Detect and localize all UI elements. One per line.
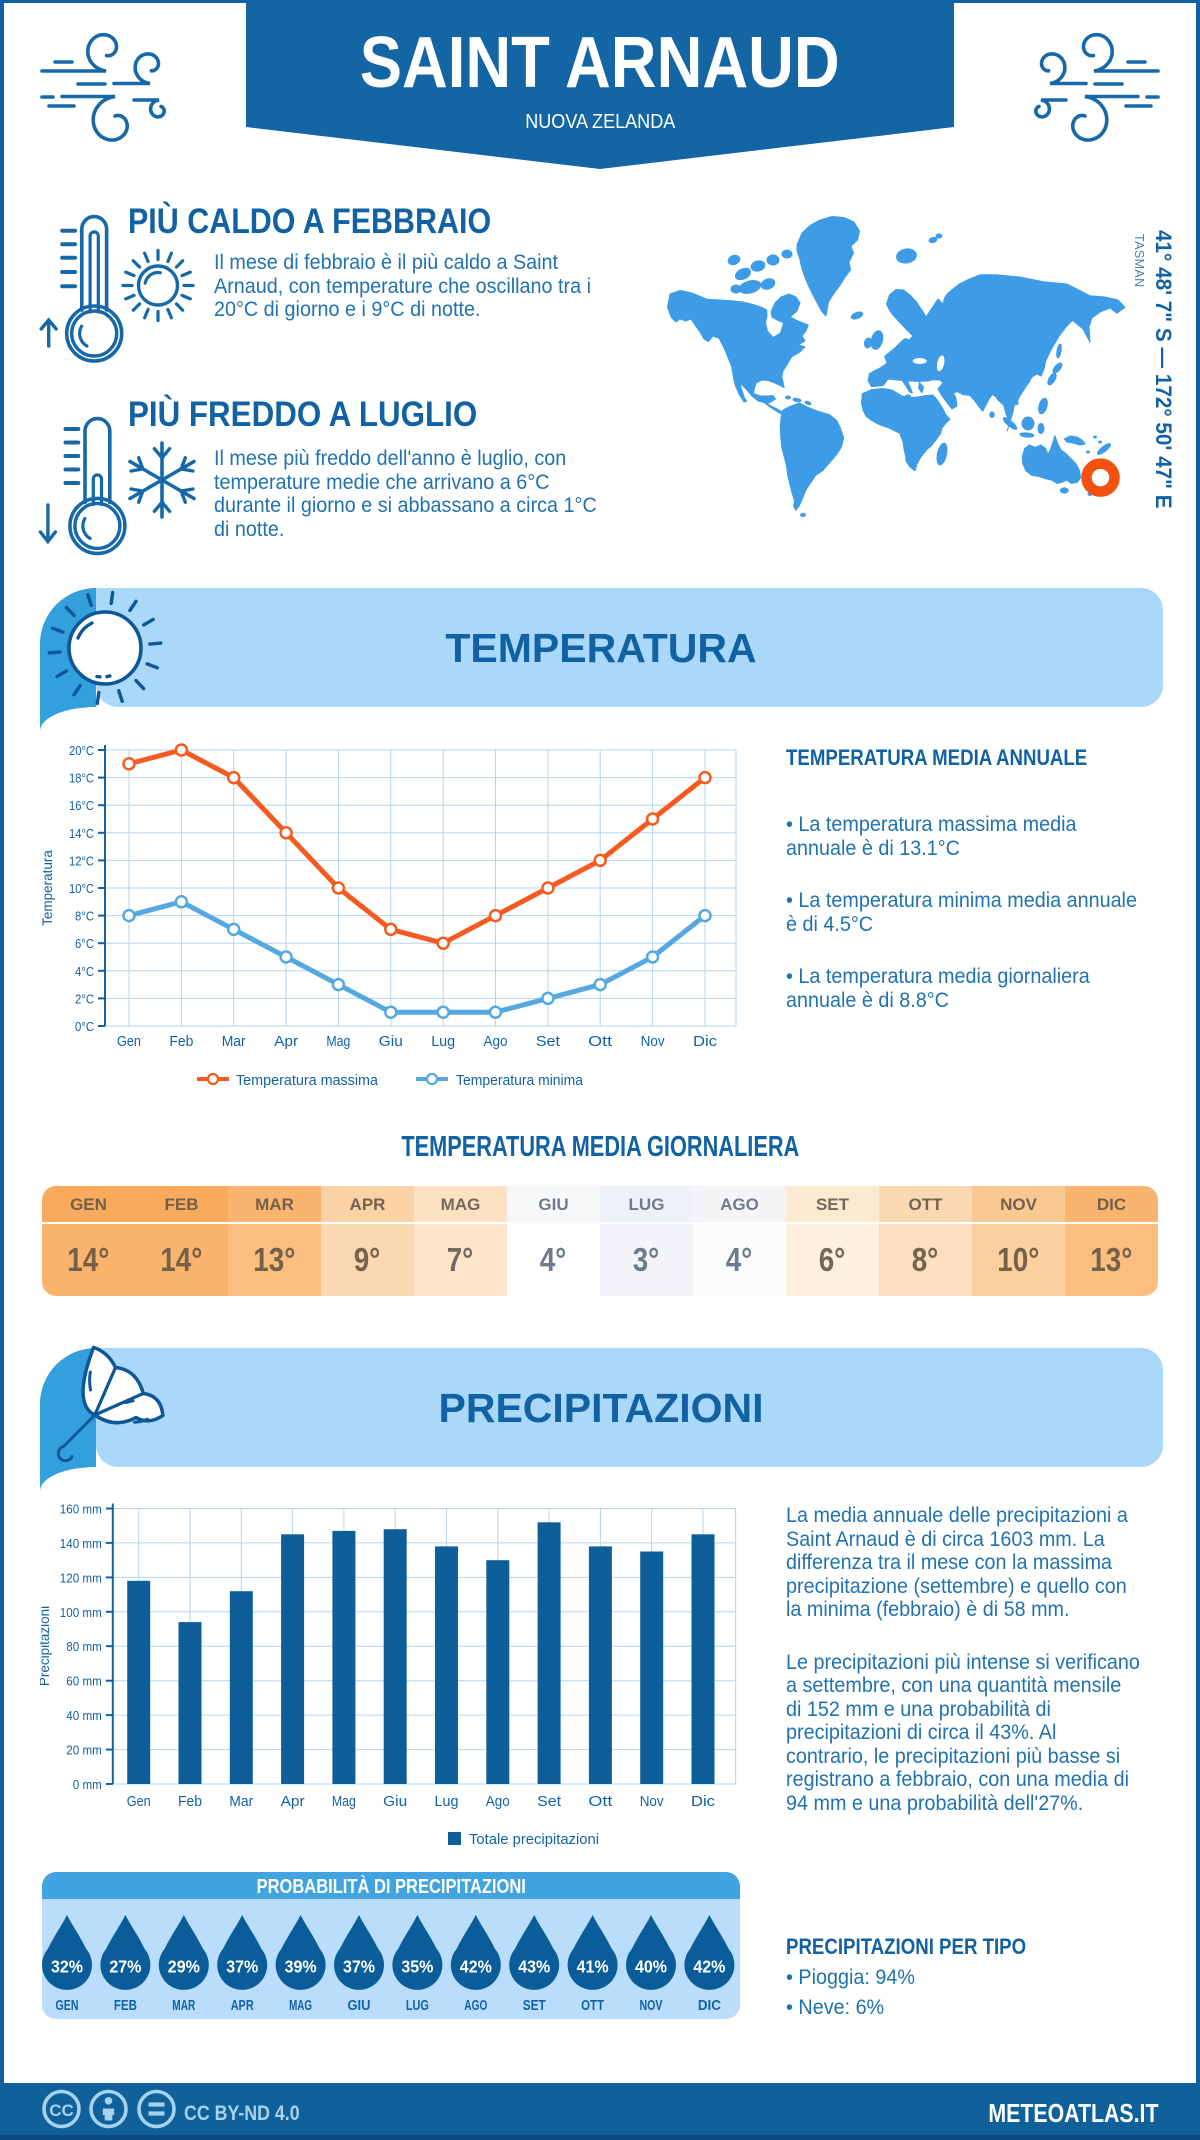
svg-text:4°C: 4°C	[75, 964, 94, 979]
svg-text:35%: 35%	[401, 1957, 433, 1977]
svg-text:Gen: Gen	[117, 1033, 141, 1050]
svg-text:Feb: Feb	[178, 1793, 202, 1810]
svg-text:100 mm: 100 mm	[60, 1605, 102, 1620]
svg-text:2°C: 2°C	[75, 991, 94, 1006]
svg-text:Set: Set	[537, 1793, 562, 1810]
svg-text:Ago: Ago	[484, 1033, 508, 1050]
svg-text:GEN: GEN	[56, 1998, 79, 2014]
svg-text:37%: 37%	[226, 1957, 258, 1977]
svg-text:Nov: Nov	[641, 1033, 665, 1050]
svg-text:Nov: Nov	[640, 1793, 664, 1810]
svg-text:DIC: DIC	[698, 1998, 721, 2014]
svg-text:Ott: Ott	[588, 1033, 613, 1050]
svg-text:43%: 43%	[518, 1957, 550, 1977]
svg-text:Apr: Apr	[281, 1793, 305, 1810]
svg-text:Giu: Giu	[379, 1033, 403, 1050]
svg-text:18°C: 18°C	[69, 771, 94, 786]
svg-text:NOV: NOV	[640, 1998, 663, 2014]
svg-text:0 mm: 0 mm	[73, 1777, 102, 1792]
svg-text:27%: 27%	[109, 1957, 141, 1977]
svg-text:CC: CC	[49, 2101, 74, 2120]
svg-text:140 mm: 140 mm	[60, 1536, 102, 1551]
svg-text:LUG: LUG	[406, 1998, 429, 2014]
svg-text:60 mm: 60 mm	[66, 1674, 102, 1689]
svg-text:Precipitazioni: Precipitazioni	[40, 1606, 52, 1686]
svg-text:29%: 29%	[168, 1957, 200, 1977]
svg-text:80 mm: 80 mm	[66, 1639, 102, 1654]
svg-text:0°C: 0°C	[75, 1019, 94, 1034]
svg-text:Giu: Giu	[383, 1793, 407, 1810]
svg-text:6°C: 6°C	[75, 936, 94, 951]
svg-text:Dic: Dic	[693, 1033, 718, 1050]
svg-text:Temperatura: Temperatura	[40, 850, 55, 926]
svg-text:Mag: Mag	[332, 1793, 356, 1810]
svg-text:42%: 42%	[693, 1957, 725, 1977]
svg-text:120 mm: 120 mm	[60, 1570, 102, 1585]
svg-text:39%: 39%	[285, 1957, 317, 1977]
svg-text:SET: SET	[523, 1998, 546, 2014]
svg-text:AGO: AGO	[464, 1998, 487, 2014]
svg-text:Apr: Apr	[274, 1033, 298, 1050]
svg-text:Temperatura minima: Temperatura minima	[456, 1072, 584, 1089]
svg-text:MAR: MAR	[172, 1998, 195, 2014]
svg-text:Totale precipitazioni: Totale precipitazioni	[469, 1831, 599, 1848]
svg-text:37%: 37%	[343, 1957, 375, 1977]
svg-text:GIU: GIU	[348, 1998, 371, 2014]
svg-text:32%: 32%	[51, 1957, 83, 1977]
svg-text:42%: 42%	[460, 1957, 492, 1977]
svg-text:Temperatura massima: Temperatura massima	[236, 1072, 379, 1089]
svg-text:Mar: Mar	[229, 1793, 253, 1810]
svg-text:40 mm: 40 mm	[66, 1708, 102, 1723]
svg-text:8°C: 8°C	[75, 909, 94, 924]
svg-text:Mag: Mag	[326, 1033, 350, 1050]
svg-text:160 mm: 160 mm	[60, 1502, 102, 1517]
svg-text:20°C: 20°C	[69, 743, 94, 758]
svg-text:12°C: 12°C	[69, 853, 94, 868]
svg-text:APR: APR	[231, 1998, 254, 2014]
svg-text:Ago: Ago	[486, 1793, 510, 1810]
svg-text:Gen: Gen	[127, 1793, 151, 1810]
svg-text:Lug: Lug	[435, 1793, 459, 1810]
svg-text:OTT: OTT	[581, 1998, 604, 2014]
svg-text:Mar: Mar	[222, 1033, 246, 1050]
svg-text:MAG: MAG	[289, 1998, 312, 2014]
svg-text:Dic: Dic	[691, 1793, 716, 1810]
svg-text:41%: 41%	[577, 1957, 609, 1977]
svg-text:Ott: Ott	[588, 1793, 613, 1810]
svg-text:16°C: 16°C	[69, 798, 94, 813]
svg-text:20 mm: 20 mm	[66, 1743, 102, 1758]
svg-text:FEB: FEB	[114, 1998, 137, 2014]
svg-text:14°C: 14°C	[69, 826, 94, 841]
svg-text:10°C: 10°C	[69, 881, 94, 896]
svg-text:Feb: Feb	[169, 1033, 193, 1050]
svg-text:Lug: Lug	[431, 1033, 455, 1050]
svg-text:40%: 40%	[635, 1957, 667, 1977]
svg-text:Set: Set	[536, 1033, 561, 1050]
